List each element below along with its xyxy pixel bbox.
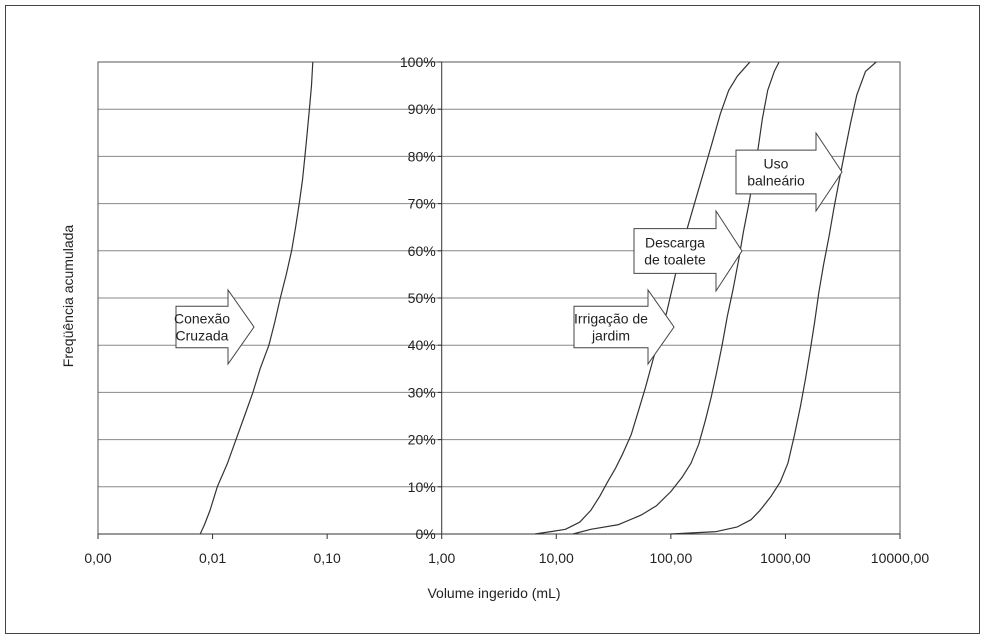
series-line-3 bbox=[572, 61, 780, 535]
y-axis-label: Freqüência acumulada bbox=[60, 225, 76, 368]
annotation-label: Cruzada bbox=[176, 328, 229, 344]
series-line-1 bbox=[199, 61, 314, 535]
y-tick-label: 100% bbox=[400, 54, 436, 70]
x-tick-label: 1,00 bbox=[428, 550, 455, 566]
arrow-shape bbox=[735, 131, 843, 213]
annotation-label: balneário bbox=[747, 173, 805, 189]
series-line-4 bbox=[670, 61, 877, 535]
arrow-shape bbox=[573, 288, 675, 366]
y-tick-label: 0% bbox=[415, 526, 435, 542]
arrow-shape bbox=[633, 209, 743, 293]
chart-frame: 0,00 0,01 0,10 1,00 10,00 100,00 1000,00 10000,… bbox=[5, 5, 980, 634]
x-tick-label: 0,01 bbox=[199, 550, 226, 566]
annotation-label: Descarga bbox=[645, 235, 705, 251]
x-tick-label: 0,10 bbox=[314, 550, 341, 566]
y-tick-label: 50% bbox=[408, 290, 436, 306]
x-axis-label: Volume ingerido (mL) bbox=[427, 585, 560, 601]
x-tick-label: 100,00 bbox=[649, 550, 692, 566]
y-tick-label: 60% bbox=[408, 243, 436, 259]
y-tick-label: 90% bbox=[408, 101, 436, 117]
annotation-label: Conexão bbox=[174, 311, 230, 327]
annotation-label: jardim bbox=[591, 328, 630, 344]
annotation-label: Uso bbox=[764, 156, 789, 172]
labels-layer: Volume ingerido (mL) Freqüência acumulad… bbox=[60, 225, 561, 601]
y-tick-label: 30% bbox=[408, 384, 436, 400]
axes-layer: 0,00 0,01 0,10 1,00 10,00 100,00 1000,00 10000,… bbox=[84, 54, 929, 566]
annotation-label: de toalete bbox=[644, 252, 706, 268]
x-tick-label: 0,00 bbox=[84, 550, 111, 566]
y-tick-label: 20% bbox=[408, 432, 436, 448]
x-tick-label: 10000,00 bbox=[871, 550, 930, 566]
x-tick-label: 1000,00 bbox=[760, 550, 811, 566]
y-tick-label: 10% bbox=[408, 479, 436, 495]
annotation-label: Irrigação de bbox=[574, 311, 648, 327]
y-tick-label: 40% bbox=[408, 337, 436, 353]
chart-svg: 0,00 0,01 0,10 1,00 10,00 100,00 1000,00 10000,… bbox=[60, 54, 929, 601]
y-tick-label: 70% bbox=[408, 196, 436, 212]
x-tick-label: 10,00 bbox=[539, 550, 574, 566]
plot-area-border bbox=[97, 61, 901, 534]
arrow-shape bbox=[175, 288, 255, 366]
y-tick-label: 80% bbox=[408, 148, 436, 164]
